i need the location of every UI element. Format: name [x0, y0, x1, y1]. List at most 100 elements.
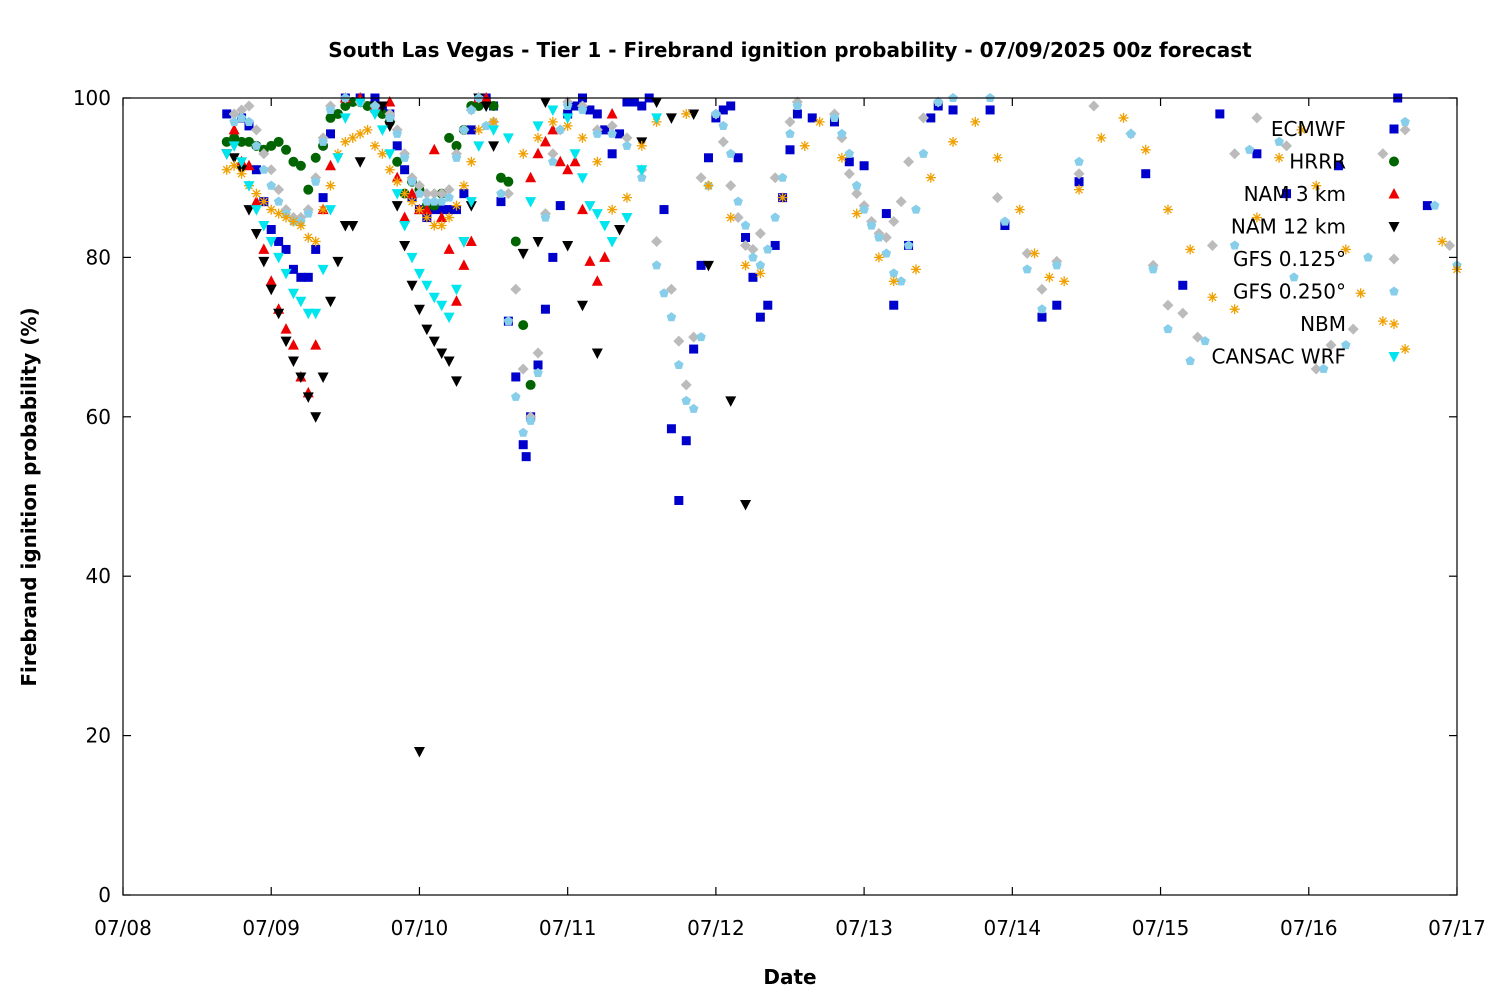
data-point [473, 100, 484, 111]
data-point [251, 140, 262, 150]
data-point [584, 201, 596, 212]
data-point [258, 221, 270, 232]
data-point [1185, 356, 1195, 366]
data-point [903, 240, 914, 250]
data-point [406, 252, 418, 264]
data-point [985, 105, 995, 115]
data-point [1444, 239, 1456, 251]
data-point [488, 141, 500, 152]
data-point [385, 112, 395, 122]
data-point [1400, 344, 1411, 355]
data-point [532, 347, 544, 359]
data-point [732, 212, 744, 224]
data-point [688, 109, 700, 120]
data-point [518, 440, 528, 450]
legend-label: ECMWF [1271, 117, 1346, 141]
data-point [740, 499, 752, 511]
data-point [451, 152, 462, 162]
data-point [1162, 204, 1173, 215]
data-point [725, 180, 737, 192]
data-point [585, 105, 595, 115]
data-point [1289, 272, 1299, 282]
data-point [1178, 280, 1188, 290]
data-point [785, 128, 795, 138]
data-point [1244, 144, 1255, 154]
data-point [576, 203, 588, 215]
data-point [1325, 339, 1337, 351]
data-point [1044, 272, 1055, 283]
data-point [607, 204, 618, 215]
data-point [480, 92, 492, 103]
data-point [910, 264, 921, 275]
data-point [533, 360, 543, 370]
data-point [1177, 307, 1189, 319]
data-point [755, 268, 766, 279]
data-point [606, 107, 618, 119]
data-point [273, 184, 285, 196]
series-7 [221, 97, 663, 324]
x-tick-label: 07/13 [835, 916, 893, 940]
data-point [332, 108, 343, 119]
data-point [540, 212, 551, 222]
data-point [1000, 216, 1010, 226]
data-point [354, 157, 366, 168]
data-point [754, 227, 766, 239]
data-point [436, 300, 448, 312]
data-point [325, 296, 337, 308]
data-point [621, 213, 633, 224]
data-point [896, 276, 906, 286]
data-point [569, 149, 581, 160]
data-point [332, 256, 344, 268]
data-point [287, 288, 299, 300]
data-point [392, 176, 403, 187]
legend-marker [1388, 352, 1400, 363]
data-point [287, 356, 299, 368]
data-point [517, 363, 529, 375]
data-point [1052, 300, 1062, 310]
data-point [769, 172, 781, 184]
data-point [888, 276, 899, 287]
data-point [243, 205, 255, 216]
data-point [444, 132, 455, 143]
data-point [443, 184, 455, 196]
data-point [651, 97, 663, 108]
data-point [866, 220, 877, 230]
data-point [347, 96, 358, 107]
data-point [562, 113, 574, 124]
data-point [436, 211, 448, 223]
data-point [1251, 212, 1262, 223]
data-point [576, 173, 588, 184]
x-tick-label: 07/10 [391, 916, 449, 940]
data-point [465, 235, 477, 246]
data-point [1347, 323, 1359, 335]
data-point [696, 332, 706, 342]
data-point [1229, 304, 1240, 315]
data-point [1073, 168, 1085, 180]
legend-item: NBM [1300, 312, 1399, 336]
data-point [1310, 363, 1322, 375]
data-point [281, 212, 292, 223]
data-point [1215, 109, 1225, 119]
data-point [510, 283, 522, 295]
data-point [770, 240, 780, 250]
legend-marker [1389, 286, 1399, 296]
data-point [369, 140, 380, 151]
data-point [399, 188, 410, 199]
data-point [428, 143, 440, 155]
data-point [303, 208, 314, 218]
data-point [266, 180, 276, 190]
data-point [1029, 248, 1040, 259]
data-point [725, 212, 736, 223]
data-point [437, 205, 447, 215]
y-tick-label: 60 [86, 405, 111, 429]
legend-marker [1389, 319, 1399, 329]
data-point [1074, 177, 1084, 187]
data-point [444, 212, 455, 223]
data-point [615, 129, 625, 139]
legend: ECMWF HRRR NAM 3 km NAM 12 km GFS 0.125° GFS … [1211, 117, 1400, 369]
data-point [1252, 149, 1262, 159]
data-point [555, 201, 565, 211]
data-point [547, 116, 558, 127]
data-point [422, 196, 432, 206]
